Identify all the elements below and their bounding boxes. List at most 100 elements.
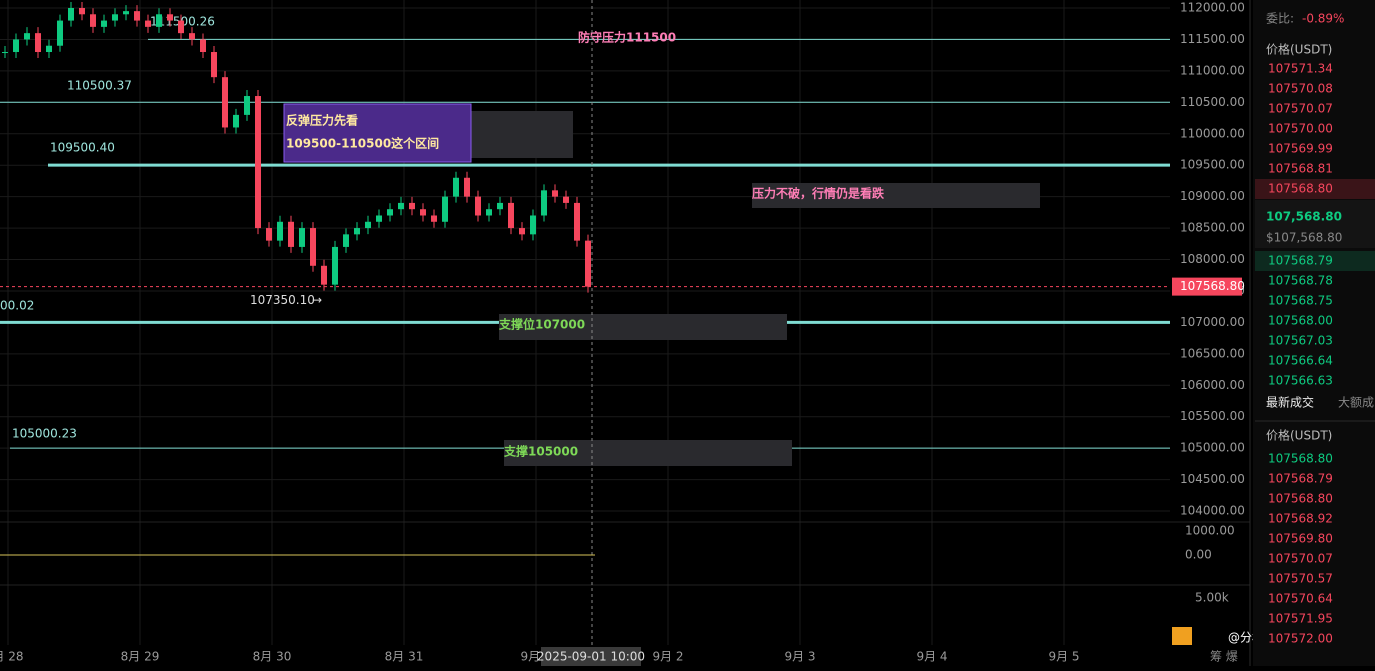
- ratio-label: 委比:: [1266, 12, 1294, 26]
- candle: [420, 209, 426, 216]
- bid-price: 107568.00: [1268, 314, 1333, 328]
- last-usd: $107,568.80: [1266, 231, 1342, 245]
- trade-price: 107568.79: [1268, 472, 1333, 486]
- annotation-box: [499, 314, 787, 340]
- annotation-box: [504, 440, 792, 466]
- candle: [376, 215, 382, 222]
- candle: [90, 14, 96, 27]
- candle: [574, 202, 580, 241]
- candle: [387, 209, 393, 216]
- y-tick-label: 108000.00: [1180, 252, 1245, 266]
- level-label: 109500.40: [50, 141, 115, 155]
- trade-price: 107570.07: [1268, 552, 1333, 566]
- candle: [530, 215, 536, 235]
- price-header: 价格(USDT): [1266, 42, 1332, 57]
- y-tick-label: 105500.00: [1180, 409, 1245, 423]
- bid-price: 107566.63: [1268, 374, 1333, 388]
- bid-highlight: [1255, 251, 1375, 271]
- panel-bg: [1253, 0, 1375, 666]
- candle: [167, 14, 173, 21]
- trade-price: 107571.95: [1268, 612, 1333, 626]
- y-tick-label: 104500.00: [1180, 472, 1245, 486]
- annotation: 109500-110500这个区间: [286, 136, 439, 151]
- candle: [299, 228, 305, 247]
- bid-price: 107567.03: [1268, 334, 1333, 348]
- ask-price: 107568.80: [1268, 182, 1333, 196]
- annotation: 压力不破，行情仍是看跌: [752, 186, 885, 201]
- candle: [332, 246, 338, 285]
- macd-tick: 1000.00: [1185, 524, 1235, 538]
- x-tick-label: 8月 29: [121, 650, 160, 664]
- ratio-value: -0.89%: [1302, 12, 1344, 26]
- current-price-label: 107568.80: [1180, 279, 1245, 293]
- y-tick-label: 105000.00: [1180, 441, 1245, 455]
- y-tick-label: 109500.00: [1180, 158, 1245, 172]
- candle: [442, 196, 448, 222]
- candle: [541, 190, 547, 216]
- last-bg: [1255, 200, 1375, 248]
- candle: [508, 202, 514, 229]
- x-tick-label: 8月 30: [253, 650, 292, 664]
- x-tick-label: 8月 31: [385, 650, 424, 664]
- candle: [233, 114, 239, 128]
- y-tick-label: 106000.00: [1180, 378, 1245, 392]
- candle: [189, 33, 195, 40]
- y-tick-label: 109000.00: [1180, 189, 1245, 203]
- volume-tick: 5.00k: [1195, 591, 1229, 605]
- annotation: 反弹压力先看: [286, 113, 358, 128]
- candle: [57, 20, 63, 46]
- y-tick-label: 111500.00: [1180, 32, 1245, 46]
- trade-price: 107570.57: [1268, 572, 1333, 586]
- candle: [365, 221, 371, 229]
- candle: [123, 11, 129, 15]
- ask-price: 107571.34: [1268, 62, 1333, 76]
- candle: [134, 11, 140, 21]
- y-tick-label: 108500.00: [1180, 221, 1245, 235]
- bid-price: 107568.79: [1268, 254, 1333, 268]
- candle: [431, 215, 437, 222]
- trade-price: 107572.00: [1268, 632, 1333, 646]
- candle: [475, 196, 481, 216]
- price-pane: 111500.26110500.37109500.4000.02105000.2…: [0, 2, 1170, 466]
- trade-price: 107570.64: [1268, 592, 1333, 606]
- candle: [145, 20, 151, 27]
- annotation: 支撑105000: [503, 444, 578, 459]
- y-tick-label: 106500.00: [1180, 346, 1245, 360]
- candle: [343, 234, 349, 247]
- bid-price: 107568.78: [1268, 274, 1333, 288]
- candle: [266, 228, 272, 241]
- trade-price: 107568.92: [1268, 512, 1333, 526]
- tab-latest[interactable]: 最新成交: [1266, 395, 1314, 410]
- candle: [497, 202, 503, 210]
- candle: [409, 202, 415, 210]
- candle: [2, 52, 8, 54]
- ask-price: 107570.00: [1268, 122, 1333, 136]
- candle: [288, 221, 294, 247]
- candle: [464, 177, 470, 197]
- candle: [277, 221, 283, 241]
- ask-price: 107570.07: [1268, 102, 1333, 116]
- tab-large[interactable]: 大额成: [1338, 396, 1374, 410]
- x-tick-label: 月 28: [0, 650, 24, 664]
- level-label: 105000.23: [12, 427, 77, 441]
- ask-price: 107569.99: [1268, 142, 1333, 156]
- candle: [35, 33, 41, 53]
- candle: [46, 45, 52, 53]
- last-price: 107,568.80: [1266, 210, 1342, 224]
- candle: [211, 52, 217, 78]
- low-arrow: →: [312, 293, 322, 307]
- y-tick-label: 107000.00: [1180, 315, 1245, 329]
- bid-price: 107568.75: [1268, 294, 1333, 308]
- y-tick-label: 110500.00: [1180, 95, 1245, 109]
- annotation-box: [752, 183, 1040, 208]
- corner-icons: 筹 爆: [1210, 650, 1238, 664]
- level-label: 00.02: [0, 299, 34, 313]
- trade-price: 107568.80: [1268, 492, 1333, 506]
- y-tick-label: 112000.00: [1180, 1, 1245, 15]
- candle: [486, 209, 492, 216]
- ask-price: 107568.81: [1268, 162, 1333, 176]
- low-marker: 107350.10: [250, 293, 315, 307]
- badge: [1172, 627, 1192, 645]
